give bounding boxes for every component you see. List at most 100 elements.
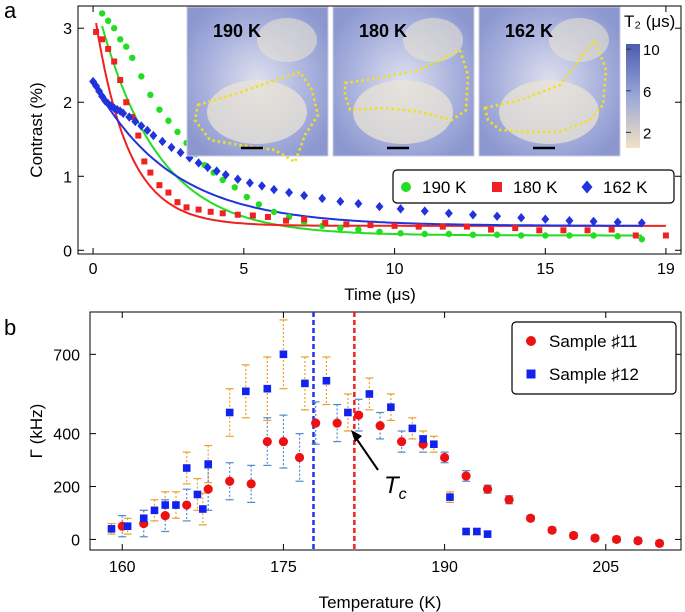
data-point bbox=[504, 495, 514, 505]
data-point bbox=[662, 232, 669, 239]
data-point bbox=[150, 506, 159, 515]
data-point bbox=[257, 181, 266, 191]
data-point bbox=[263, 384, 272, 393]
data-point bbox=[278, 436, 289, 447]
data-point bbox=[408, 424, 417, 433]
data-point bbox=[547, 525, 557, 535]
data-point bbox=[376, 228, 383, 235]
legend-marker bbox=[581, 180, 593, 194]
panel-a-chart: 0 5 10 15 19 0 1 2 3 Time (μs) Contrast (%) 190 … bbox=[27, 5, 682, 304]
data-point bbox=[203, 162, 212, 173]
data-point bbox=[440, 452, 450, 463]
panel-b-ylabel: Γ (kHz) bbox=[27, 404, 46, 459]
data-point bbox=[123, 99, 130, 106]
data-point bbox=[270, 208, 278, 216]
data-point bbox=[565, 216, 574, 226]
data-point bbox=[113, 104, 122, 115]
data-point bbox=[203, 484, 213, 494]
data-point bbox=[542, 232, 549, 239]
panel-a-ylabel: Contrast (%) bbox=[27, 82, 46, 177]
data-point bbox=[156, 106, 163, 113]
legend-label: Sample ♯11 bbox=[549, 332, 638, 351]
data-point bbox=[207, 208, 214, 215]
data-point bbox=[541, 214, 550, 224]
x-tick-label: 19 bbox=[657, 261, 675, 278]
legend-marker bbox=[401, 182, 411, 192]
legend-label: 162 K bbox=[603, 178, 648, 197]
inset-image-texture bbox=[257, 18, 317, 62]
data-point bbox=[608, 226, 615, 233]
panel-b-chart: 160 175 190 205 0 200 400 700 Temperature (K) Γ… bbox=[27, 311, 682, 612]
data-point bbox=[141, 158, 148, 165]
data-point bbox=[311, 418, 321, 428]
data-point bbox=[156, 182, 163, 189]
data-point bbox=[444, 208, 453, 218]
data-point bbox=[322, 376, 331, 385]
panel-a-legend bbox=[392, 169, 675, 204]
data-point bbox=[160, 511, 170, 521]
data-point bbox=[255, 201, 263, 208]
data-point bbox=[107, 101, 116, 111]
data-point bbox=[463, 223, 470, 230]
data-point bbox=[387, 403, 395, 411]
data-point bbox=[337, 224, 344, 232]
data-point bbox=[632, 232, 639, 239]
data-point bbox=[367, 222, 374, 229]
x-tick-label: 175 bbox=[270, 559, 297, 576]
data-point bbox=[354, 198, 363, 209]
data-point bbox=[105, 45, 112, 52]
data-point bbox=[174, 199, 181, 206]
colorbar-tick-label: 6 bbox=[643, 84, 651, 101]
y-tick-label: 200 bbox=[53, 480, 80, 497]
data-point bbox=[633, 536, 643, 546]
data-point bbox=[158, 136, 167, 147]
data-point bbox=[365, 390, 374, 398]
data-point bbox=[89, 76, 98, 87]
panel-b-legend-items: Sample ♯11 Sample ♯12 bbox=[526, 332, 639, 384]
data-point bbox=[176, 147, 185, 158]
data-point bbox=[225, 476, 235, 486]
data-point bbox=[439, 223, 446, 230]
colorbar-ticks: 10 6 2 bbox=[626, 42, 660, 142]
data-point bbox=[195, 206, 202, 213]
data-point bbox=[98, 10, 106, 17]
data-point bbox=[139, 514, 148, 523]
inset-image-texture bbox=[353, 80, 453, 144]
data-point bbox=[199, 505, 207, 513]
panel-a-frame bbox=[77, 5, 682, 255]
panel-a-xlabel: Time (μs) bbox=[344, 285, 416, 304]
data-point bbox=[445, 230, 453, 238]
data-point bbox=[482, 484, 493, 494]
legend-marker bbox=[526, 336, 536, 346]
data-point bbox=[318, 193, 327, 204]
data-point bbox=[483, 530, 492, 538]
data-point bbox=[375, 201, 384, 212]
data-point bbox=[204, 460, 212, 468]
data-point bbox=[131, 116, 140, 127]
data-point bbox=[397, 230, 404, 237]
data-point bbox=[123, 522, 132, 530]
data-point bbox=[430, 440, 438, 449]
data-point bbox=[242, 387, 250, 396]
x-tick-label: 10 bbox=[386, 261, 404, 278]
data-point bbox=[172, 501, 180, 509]
data-point bbox=[654, 538, 665, 548]
data-point bbox=[637, 218, 646, 228]
data-point bbox=[138, 73, 145, 80]
data-point bbox=[231, 184, 238, 191]
data-point bbox=[123, 43, 130, 50]
panel-b-legend bbox=[511, 321, 677, 395]
data-point bbox=[110, 103, 119, 113]
data-point bbox=[182, 464, 191, 472]
data-point bbox=[536, 227, 543, 234]
data-point bbox=[119, 108, 128, 119]
data-point bbox=[590, 232, 597, 239]
tc-main: T bbox=[384, 472, 401, 499]
data-point bbox=[234, 211, 241, 218]
panel-b-tick-labels: 160 175 190 205 0 200 400 700 bbox=[53, 347, 619, 576]
fit-curve bbox=[101, 25, 642, 237]
data-point bbox=[473, 527, 481, 536]
data-point bbox=[110, 25, 118, 32]
data-point bbox=[584, 227, 591, 234]
y-tick-label: 700 bbox=[53, 347, 80, 364]
